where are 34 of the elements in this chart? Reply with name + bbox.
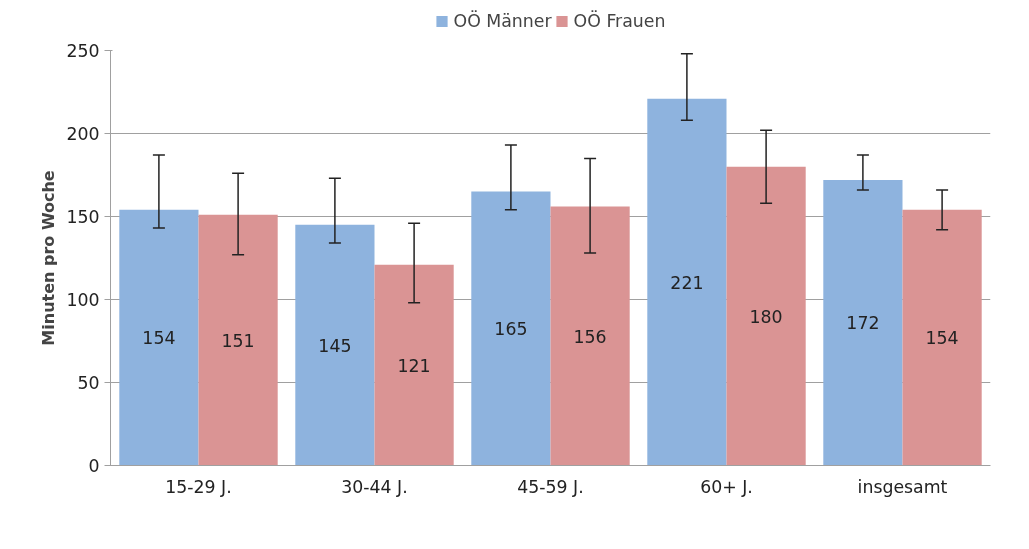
bar [471,191,551,466]
bar [823,179,903,466]
data-label: 154 [925,328,959,349]
y-tick-label: 0 [88,456,100,476]
bar [726,166,806,466]
data-label: 121 [397,355,431,376]
bar [198,214,278,466]
y-tick-label: 250 [66,41,100,61]
y-tick-label: 50 [77,373,100,393]
x-tick-label: 60+ J. [700,476,753,497]
legend-label: OÖ Männer [453,11,552,31]
bar [647,98,727,466]
data-label: 180 [749,306,783,327]
x-tick-label: insgesamt [857,476,948,497]
x-tick-label: 30-44 J. [341,476,408,497]
bar [902,209,982,466]
legend-label: OÖ Frauen [573,11,666,31]
bar [295,224,375,466]
data-label: 221 [670,272,704,293]
data-label: 172 [846,313,880,334]
data-label: 156 [573,326,607,347]
x-tick-label: 45-59 J. [517,476,584,497]
y-tick-label: 150 [66,207,100,227]
data-label: 151 [221,330,255,351]
y-axis-title: Minuten pro Woche [39,170,59,346]
bar [119,209,199,466]
bar [374,264,454,466]
x-tick-label: 15-29 J. [165,476,232,497]
y-tick-label: 200 [66,124,100,144]
bar [550,206,630,466]
data-label: 154 [142,328,176,349]
data-label: 165 [494,319,528,340]
data-label: 145 [318,335,352,356]
y-tick-label: 100 [66,290,100,310]
